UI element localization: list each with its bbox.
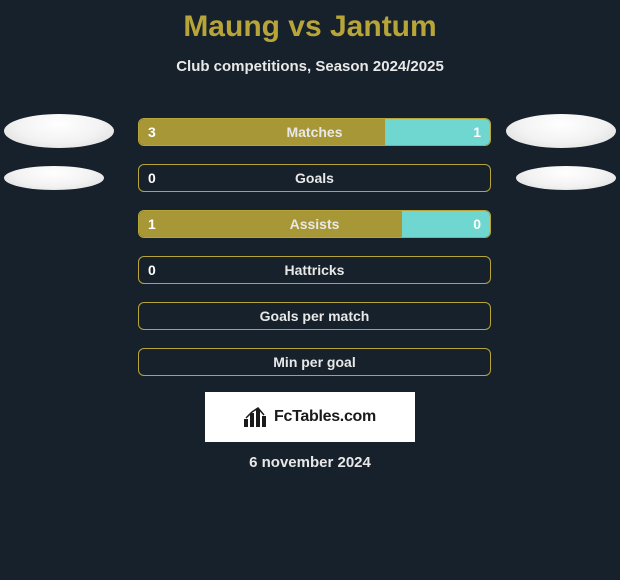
stat-value-left: 3 (138, 118, 166, 146)
player-photo-right (506, 114, 616, 148)
player-photo-left (4, 166, 104, 190)
page-title: Maung vs Jantum (0, 0, 620, 44)
player-photo-left (4, 114, 114, 148)
stat-row: Goals per match (0, 302, 620, 348)
stat-row: 0Goals (0, 164, 620, 210)
stat-bar-fill-left (139, 211, 402, 237)
stat-value-left: 0 (138, 164, 166, 192)
stat-bar-fill-left (139, 119, 385, 145)
stat-row: 10Assists (0, 210, 620, 256)
stat-bar (138, 164, 491, 192)
stat-bar (138, 256, 491, 284)
stat-bar (138, 348, 491, 376)
stat-rows: 31Matches0Goals10Assists0HattricksGoals … (0, 118, 620, 394)
stat-bar (138, 210, 491, 238)
stat-bar (138, 118, 491, 146)
date-text: 6 november 2024 (0, 454, 620, 471)
stat-value-left: 1 (138, 210, 166, 238)
brand-bars-icon (244, 407, 268, 427)
stat-value-right: 1 (463, 118, 491, 146)
brand-badge: FcTables.com (205, 392, 415, 442)
brand-text: FcTables.com (274, 408, 376, 426)
player-photo-right (516, 166, 616, 190)
stat-value-left: 0 (138, 256, 166, 284)
stat-row: 0Hattricks (0, 256, 620, 302)
subtitle: Club competitions, Season 2024/2025 (0, 58, 620, 75)
comparison-infographic: Maung vs Jantum Club competitions, Seaso… (0, 0, 620, 580)
stat-value-right: 0 (463, 210, 491, 238)
stat-row: 31Matches (0, 118, 620, 164)
stat-row: Min per goal (0, 348, 620, 394)
stat-bar (138, 302, 491, 330)
